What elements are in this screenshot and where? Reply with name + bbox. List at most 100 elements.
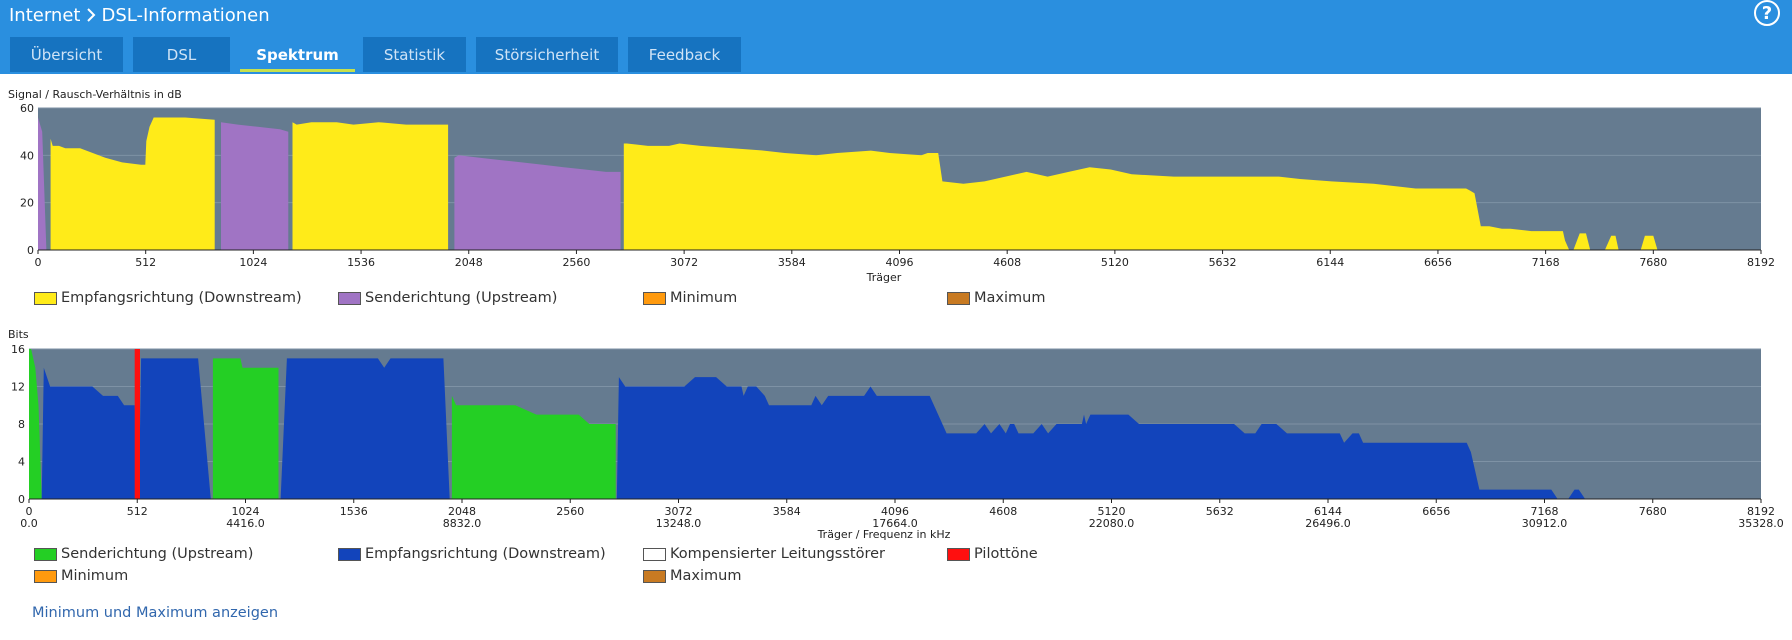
legend-swatch <box>34 569 57 583</box>
legend-label: Empfangsrichtung (Downstream) <box>365 546 606 562</box>
x-tick-label: 4096 <box>881 505 909 518</box>
bits-chart: Bits 0 4 8 12 16 0 512 1024 1536 2048 2560 3072 358… <box>8 328 1784 541</box>
series-area <box>138 358 211 499</box>
x-tick-label: 1536 <box>347 256 375 269</box>
y-tick-label: 4 <box>18 456 25 469</box>
snr-areas <box>38 117 1658 250</box>
x-tick-label: 2560 <box>562 256 590 269</box>
series-area <box>1573 233 1591 250</box>
snr-x-axis-label: Träger <box>866 271 902 284</box>
legend-label: Maximum <box>670 568 742 584</box>
snr-y-ticks: 0 20 40 60 <box>20 102 34 257</box>
x-tick-label: 2048 <box>448 505 476 518</box>
breadcrumb-parent[interactable]: Internet <box>9 4 81 26</box>
legend-bits-minimum: Minimum <box>34 568 128 584</box>
x-tick-label: 3584 <box>778 256 806 269</box>
tab-stoersicherheit[interactable]: Störsicherheit <box>476 37 618 72</box>
tab-uebersicht[interactable]: Übersicht <box>10 37 123 72</box>
chevron-right-icon <box>87 8 96 22</box>
legend-swatch <box>34 547 57 561</box>
show-min-max-link[interactable]: Minimum und Maximum anzeigen <box>32 605 279 621</box>
series-area <box>1604 235 1619 250</box>
x-tick-label: 1024 <box>239 256 267 269</box>
breadcrumb-current: DSL-Informationen <box>101 4 270 26</box>
tab-statistik[interactable]: Statistik <box>363 37 466 72</box>
tab-spektrum[interactable]: Spektrum <box>240 37 355 72</box>
bits-chart-title: Bits <box>8 328 29 341</box>
x-tick-label: 6656 <box>1422 505 1450 518</box>
y-tick-label: 16 <box>11 343 25 356</box>
frequency-tick-label: 17664.0 <box>872 517 918 530</box>
tab-label: Störsicherheit <box>494 45 600 64</box>
x-tick-label: 5632 <box>1206 505 1234 518</box>
x-tick-label: 7168 <box>1531 505 1559 518</box>
x-tick-label: 1024 <box>232 505 260 518</box>
legend-bits-downstream: Empfangsrichtung (Downstream) <box>338 546 606 562</box>
legend-label: Senderichtung (Upstream) <box>365 290 558 306</box>
x-tick-label: 5120 <box>1098 505 1126 518</box>
bits-y-ticks: 0 4 8 12 16 <box>11 343 25 506</box>
legend-label: Minimum <box>670 290 738 306</box>
help-icon[interactable]: ? <box>1754 0 1780 26</box>
series-area <box>1640 235 1658 250</box>
x-tick-label: 2560 <box>556 505 584 518</box>
x-tick-label: 1536 <box>340 505 368 518</box>
y-tick-label: 40 <box>20 149 34 162</box>
series-area <box>50 117 215 250</box>
legend-label: Empfangsrichtung (Downstream) <box>61 290 302 306</box>
legend-bits-upstream: Senderichtung (Upstream) <box>34 546 253 562</box>
series-area <box>454 155 621 250</box>
series-area <box>451 395 616 499</box>
x-tick-label: 6144 <box>1316 256 1344 269</box>
series-area <box>1568 489 1586 499</box>
snr-chart-title: Signal / Rausch-Verhältnis in dB <box>8 88 182 101</box>
y-tick-label: 0 <box>27 244 34 257</box>
snr-chart: Signal / Rausch-Verhältnis in dB 0 20 40 60… <box>8 88 1775 284</box>
tab-label: Spektrum <box>256 45 339 64</box>
y-tick-label: 12 <box>11 381 25 394</box>
y-tick-label: 0 <box>18 493 25 506</box>
legend-snr-maximum: Maximum <box>947 290 1045 306</box>
legend-swatch <box>34 291 57 305</box>
tab-dsl[interactable]: DSL <box>133 37 230 72</box>
snr-x-ticks: 0 512 1024 1536 2048 2560 3072 3584 4096 4608 5120… <box>35 249 1775 269</box>
series-area <box>616 377 1558 499</box>
frequency-tick-label: 26496.0 <box>1305 517 1351 530</box>
x-tick-label: 7680 <box>1639 505 1667 518</box>
bits-x-axis-label: Träger / Frequenz in kHz <box>817 528 951 541</box>
x-tick-label: 512 <box>135 256 156 269</box>
x-tick-label: 4608 <box>989 505 1017 518</box>
tab-label: Übersicht <box>30 45 103 64</box>
series-area <box>38 117 47 250</box>
legend-label: Kompensierter Leitungsstörer <box>670 546 885 562</box>
tab-label: Feedback <box>648 45 721 64</box>
legend-bits-pilot: Pilottöne <box>947 546 1038 562</box>
series-area <box>41 367 139 499</box>
breadcrumb: Internet DSL-Informationen <box>9 2 270 28</box>
tab-label: Statistik <box>383 45 446 64</box>
bits-frequency-ticks: 0.0 4416.0 8832.0 13248.0 17664.0 22080.0 2649… <box>20 517 1784 530</box>
x-tick-label: 5632 <box>1209 256 1237 269</box>
y-tick-label: 20 <box>20 197 34 210</box>
legend-swatch <box>338 547 361 561</box>
legend-swatch <box>643 291 666 305</box>
x-tick-label: 7680 <box>1639 256 1667 269</box>
series-area <box>292 122 449 250</box>
frequency-tick-label: 30912.0 <box>1522 517 1568 530</box>
x-tick-label: 3072 <box>665 505 693 518</box>
series-area <box>134 349 140 499</box>
tab-feedback[interactable]: Feedback <box>628 37 741 72</box>
x-tick-label: 3072 <box>670 256 698 269</box>
x-tick-label: 6656 <box>1424 256 1452 269</box>
x-tick-label: 0 <box>35 256 42 269</box>
x-tick-label: 7168 <box>1532 256 1560 269</box>
legend-label: Pilottöne <box>974 546 1038 562</box>
legend-label: Maximum <box>974 290 1046 306</box>
x-tick-label: 5120 <box>1101 256 1129 269</box>
legend-bits-compensated: Kompensierter Leitungsstörer <box>643 546 885 562</box>
x-tick-label: 0 <box>26 505 33 518</box>
legend-swatch <box>643 547 666 561</box>
frequency-tick-label: 4416.0 <box>226 517 265 530</box>
frequency-tick-label: 35328.0 <box>1738 517 1784 530</box>
x-tick-label: 8192 <box>1747 505 1775 518</box>
